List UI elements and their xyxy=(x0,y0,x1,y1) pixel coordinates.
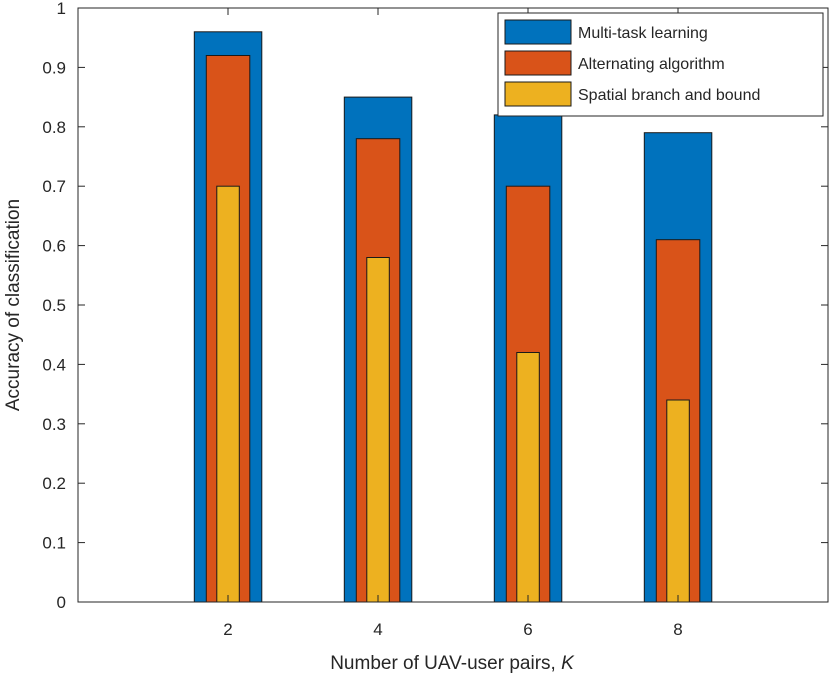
legend-label: Spatial branch and bound xyxy=(578,87,760,104)
y-tick-label: 0.6 xyxy=(42,237,66,256)
x-tick-label: 2 xyxy=(223,620,232,639)
legend-swatch xyxy=(504,50,572,76)
y-tick-label: 0.1 xyxy=(42,534,66,553)
legend-swatch xyxy=(504,19,572,45)
x-axis-label-variable: K xyxy=(561,653,575,674)
bar-spatial-branch-and-bound-k6 xyxy=(516,352,540,603)
x-axis-ticks: 2 4 6 8 xyxy=(223,8,683,639)
x-tick-label: 8 xyxy=(673,620,682,639)
y-tick-label: 0.9 xyxy=(42,58,66,77)
bar-spatial-branch-and-bound-k2 xyxy=(216,185,240,603)
y-axis-label: Accuracy of classification xyxy=(3,199,24,411)
y-tick-label: 0.2 xyxy=(42,474,66,493)
legend: Multi-task learning Alternating algorithm… xyxy=(497,12,824,117)
x-axis-label-text: Number of UAV-user pairs, xyxy=(330,653,561,674)
y-tick-label: 0.3 xyxy=(42,415,66,434)
bar-spatial-branch-and-bound-k8 xyxy=(666,399,690,603)
x-tick-label: 4 xyxy=(373,620,382,639)
bar-spatial-branch-and-bound-k4 xyxy=(366,257,390,603)
legend-label: Multi-task learning xyxy=(578,25,708,42)
legend-swatch xyxy=(504,81,572,107)
y-tick-label: 1 xyxy=(57,0,66,18)
y-tick-label: 0 xyxy=(57,593,66,612)
y-tick-label: 0.8 xyxy=(42,118,66,137)
legend-label: Alternating algorithm xyxy=(578,56,725,73)
x-axis-label: Number of UAV-user pairs, K xyxy=(330,653,575,674)
y-tick-label: 0.5 xyxy=(42,296,66,315)
y-axis-ticks: 0 0.1 0.2 0.3 0.4 0.5 0.6 0.7 0.8 0.9 1 xyxy=(42,0,828,612)
x-tick-label: 6 xyxy=(523,620,532,639)
y-tick-label: 0.7 xyxy=(42,177,66,196)
bars-layer xyxy=(193,31,713,603)
y-tick-label: 0.4 xyxy=(42,355,66,374)
